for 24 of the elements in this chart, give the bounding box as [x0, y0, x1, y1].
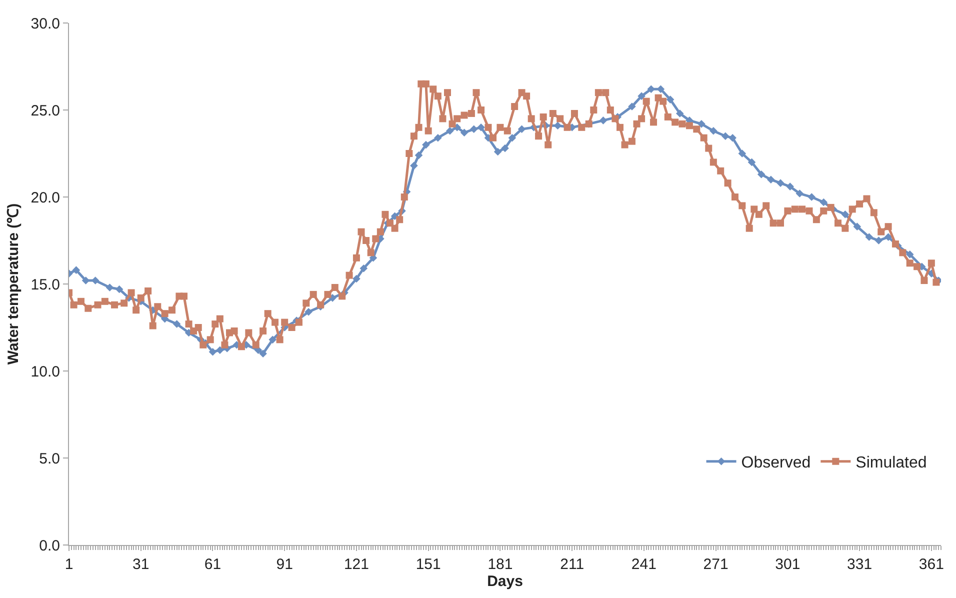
- y-tick-label: 5.0: [39, 450, 60, 468]
- y-axis-title: Water temperature (℃): [5, 203, 22, 365]
- x-tick-label: 181: [488, 556, 513, 573]
- x-axis-title: Days: [487, 573, 523, 590]
- y-tick-label: 10.0: [30, 363, 60, 380]
- x-tick-label: 241: [631, 556, 656, 573]
- y-tick-label: 25.0: [30, 102, 60, 120]
- x-tick-label: 331: [847, 556, 872, 573]
- y-tick-label: 30.0: [30, 15, 60, 32]
- x-tick-label: 1: [64, 556, 74, 573]
- x-tick-label: 61: [204, 556, 222, 573]
- legend-label: Simulated: [856, 454, 927, 472]
- x-tick-label: 361: [918, 556, 944, 573]
- x-tick-label: 151: [416, 556, 441, 573]
- y-tick-label: 15.0: [30, 276, 60, 294]
- x-tick-label: 211: [560, 556, 584, 573]
- legend-label: Observed: [741, 454, 811, 472]
- y-tick-label: 20.0: [30, 189, 60, 206]
- y-tick-label: 0.0: [39, 537, 60, 554]
- x-tick-label: 271: [703, 556, 728, 573]
- x-tick-label: 91: [276, 556, 293, 573]
- x-tick-label: 31: [132, 556, 150, 573]
- x-tick-label: 301: [775, 556, 800, 573]
- x-tick-label: 121: [344, 556, 369, 573]
